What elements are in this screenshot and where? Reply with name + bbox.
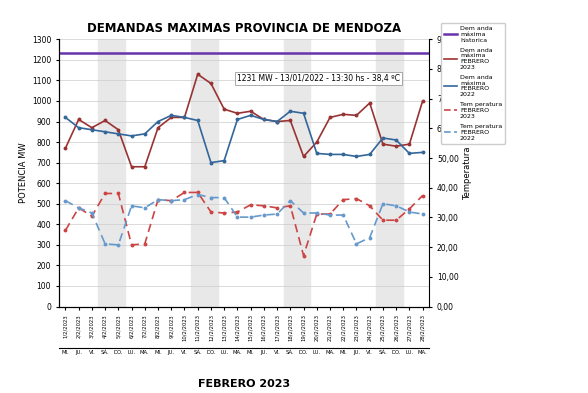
Bar [297, 39, 310, 307]
Text: 1231 MW - 13/01/2022 - 13:30 hs - 38,4 ºC: 1231 MW - 13/01/2022 - 13:30 hs - 38,4 º… [236, 74, 400, 83]
Bar [205, 39, 218, 307]
Y-axis label: POTENCIA MW: POTENCIA MW [19, 143, 28, 203]
Bar [99, 39, 112, 307]
Bar [389, 39, 403, 307]
Bar [283, 39, 297, 307]
Title: DEMANDAS MAXIMAS PROVINCIA DE MENDOZA: DEMANDAS MAXIMAS PROVINCIA DE MENDOZA [87, 22, 401, 35]
Bar [112, 39, 125, 307]
Legend: Dem anda
máxima
historica, Dem anda
máxima
FEBRERO
2023, Dem anda
máxima
FEBRERO: Dem anda máxima historica, Dem anda máxi… [441, 23, 505, 143]
Bar [191, 39, 205, 307]
Bar [376, 39, 389, 307]
Y-axis label: Temperatura: Temperatura [463, 146, 472, 200]
Text: FEBRERO 2023: FEBRERO 2023 [198, 379, 290, 389]
